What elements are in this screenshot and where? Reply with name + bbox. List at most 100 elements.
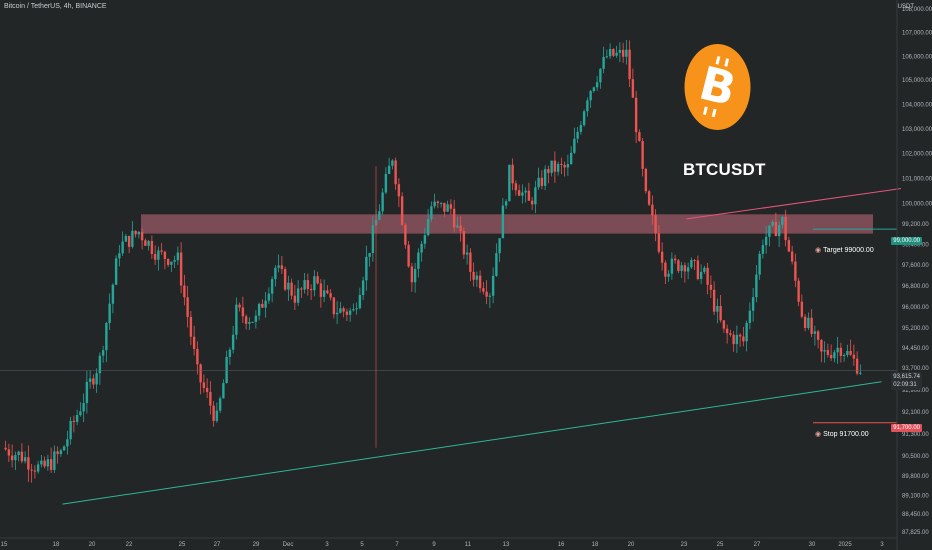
candle-body [329, 293, 332, 298]
candle-body [530, 200, 534, 205]
stop-annotation: ◉ Stop 91700.00 [815, 430, 869, 438]
candle-body [475, 275, 479, 280]
candle-body [706, 267, 709, 285]
candle-body [387, 165, 391, 174]
y-tick-label: 100,000.00 [902, 202, 932, 208]
candle-body [124, 235, 128, 242]
candle-body [703, 267, 706, 272]
resistance-trendline[interactable] [686, 188, 902, 220]
candle-body [472, 271, 475, 280]
candle-body [140, 231, 144, 241]
candle-body [199, 364, 202, 383]
candle-body [501, 205, 505, 239]
candle-body [657, 233, 661, 252]
y-tick-label: 91,300.00 [902, 432, 929, 438]
candle-body [638, 132, 641, 142]
candle-body [511, 164, 514, 184]
candle-body [397, 184, 401, 197]
candle-body [842, 354, 846, 356]
candle-body [517, 190, 521, 196]
candle-body [852, 354, 856, 359]
candle-body [53, 451, 56, 470]
candle-body [677, 260, 680, 272]
candle-body [709, 284, 713, 290]
last-price-value: 93,615.74 [893, 374, 920, 380]
candle-body [527, 190, 531, 201]
candle-body [261, 303, 264, 308]
y-tick-label: 89,100.00 [902, 494, 929, 500]
candle-body [95, 373, 98, 385]
candle-body [17, 451, 20, 456]
x-tick-label: 30 [809, 542, 816, 548]
candle-body [508, 164, 511, 202]
overlay-title: BTCUSDT [683, 160, 766, 179]
y-tick-label: 90,500.00 [902, 454, 929, 460]
candle-body [462, 230, 466, 255]
candle-body [423, 235, 427, 244]
candle-body [296, 288, 300, 303]
candle-body [251, 321, 254, 323]
candle-body [712, 289, 716, 312]
resistance-zone [141, 214, 873, 234]
candle-body [111, 284, 115, 304]
candle-body [660, 251, 664, 263]
candle-body [277, 265, 280, 268]
candle-body [404, 224, 407, 245]
candle-body [36, 464, 40, 472]
candle-body [264, 300, 267, 308]
candle-body [238, 304, 241, 308]
candle-body [550, 160, 553, 173]
candle-body [134, 230, 137, 235]
x-tick-label: 11 [465, 542, 472, 548]
x-tick-label: 18 [592, 542, 599, 548]
candle-body [800, 301, 804, 317]
candle-body [121, 241, 124, 254]
candle-body [686, 267, 690, 272]
candle-body [491, 275, 495, 296]
candle-body [589, 91, 592, 101]
candle-body [748, 310, 752, 323]
x-tick-label: 22 [126, 542, 133, 548]
candle-body [270, 279, 274, 294]
candle-body [176, 252, 180, 261]
candle-body [784, 216, 787, 241]
candle-body [72, 420, 76, 422]
candle-body [137, 231, 141, 235]
candle-body [257, 303, 261, 316]
support-trendline[interactable] [62, 381, 882, 505]
candle-body [56, 451, 59, 455]
candle-body [859, 372, 862, 374]
candle-body [855, 358, 859, 374]
candle-body [641, 141, 644, 169]
candle-body [745, 322, 748, 342]
candle-body [725, 328, 729, 334]
y-tick-label: 95,200.00 [902, 326, 929, 332]
candle-body [368, 253, 371, 257]
candle-body [267, 293, 271, 301]
y-tick-label: 106,000.00 [902, 54, 932, 60]
candle-body [849, 350, 852, 355]
candle-body [602, 56, 605, 69]
stop-price-tag: 91,700.00 [891, 424, 922, 432]
x-tick-label: 9 [432, 542, 436, 548]
candle-body [290, 282, 293, 296]
candle-body [101, 350, 105, 356]
candle-body [664, 262, 667, 277]
y-tick-label: 99,200.00 [902, 222, 929, 228]
candle-body [534, 187, 537, 205]
x-tick-label: 2025 [838, 542, 852, 548]
target-label: Target 99000.00 [823, 247, 874, 254]
candle-body [381, 192, 384, 212]
candle-body [280, 265, 284, 270]
candle-body [326, 290, 329, 294]
candle-body [563, 164, 566, 168]
candle-body [693, 260, 696, 262]
candle-body [235, 304, 238, 335]
candle-body [105, 322, 108, 351]
candle-body [683, 265, 687, 272]
candle-body [826, 350, 830, 355]
candle-body [456, 225, 459, 228]
candle-body [332, 297, 336, 315]
